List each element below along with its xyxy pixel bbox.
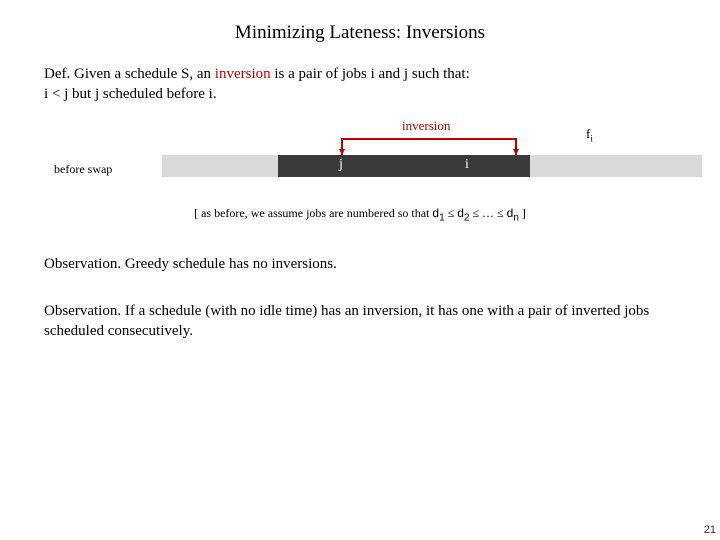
- slide-content: Def. Given a schedule S, an inversion is…: [0, 50, 720, 341]
- observation-1: Observation. Greedy schedule has no inve…: [44, 254, 676, 274]
- bar-seg: [560, 155, 616, 177]
- slide-title: Minimizing Lateness: Inversions: [0, 0, 720, 50]
- assumption-note: [ as before, we assume jobs are numbered…: [44, 205, 676, 225]
- fi-label: fi: [586, 125, 593, 145]
- note-mid: ≤ … ≤: [469, 206, 506, 220]
- observation-2: Observation. If a schedule (with no idle…: [44, 301, 676, 342]
- obs2-lead: Observation.: [44, 303, 121, 319]
- definition-block: Def. Given a schedule S, an inversion is…: [44, 64, 676, 105]
- def-lead: Def.: [44, 66, 70, 82]
- def-line1b: is a pair of jobs i and j such that:: [271, 66, 470, 82]
- dn: dn: [507, 206, 519, 220]
- bar-seg: [616, 155, 646, 177]
- bar-seg: [162, 155, 192, 177]
- inversion-bracket-icon: [334, 133, 524, 155]
- d2: d2: [457, 206, 469, 220]
- bar-seg: [192, 155, 248, 177]
- inversion-diagram: inversion fi before swap j i: [44, 113, 676, 199]
- obs2-text: If a schedule (with no idle time) has an…: [44, 303, 649, 339]
- before-swap-label: before swap: [54, 161, 112, 177]
- d1: d1: [432, 206, 444, 220]
- def-line1a: Given a schedule S, an: [74, 66, 215, 82]
- obs1-text: Greedy schedule has no inversions.: [125, 256, 337, 272]
- fi-sub: i: [590, 133, 593, 143]
- inversion-callout: inversion: [402, 117, 450, 135]
- inversion-term: inversion: [215, 66, 271, 82]
- schedule-bars: j i: [162, 155, 702, 177]
- obs1-lead: Observation.: [44, 256, 121, 272]
- bar-seg: [248, 155, 278, 177]
- note-post: ]: [519, 206, 526, 220]
- le1: ≤: [445, 206, 458, 220]
- note-pre: [ as before, we assume jobs are numbered…: [194, 206, 432, 220]
- page-number: 21: [704, 524, 716, 536]
- bar-seg: [530, 155, 560, 177]
- bar-j: j: [278, 155, 404, 177]
- bar-i: i: [404, 155, 530, 177]
- def-line2: i < j but j scheduled before i.: [44, 86, 217, 102]
- bar-seg: [646, 155, 702, 177]
